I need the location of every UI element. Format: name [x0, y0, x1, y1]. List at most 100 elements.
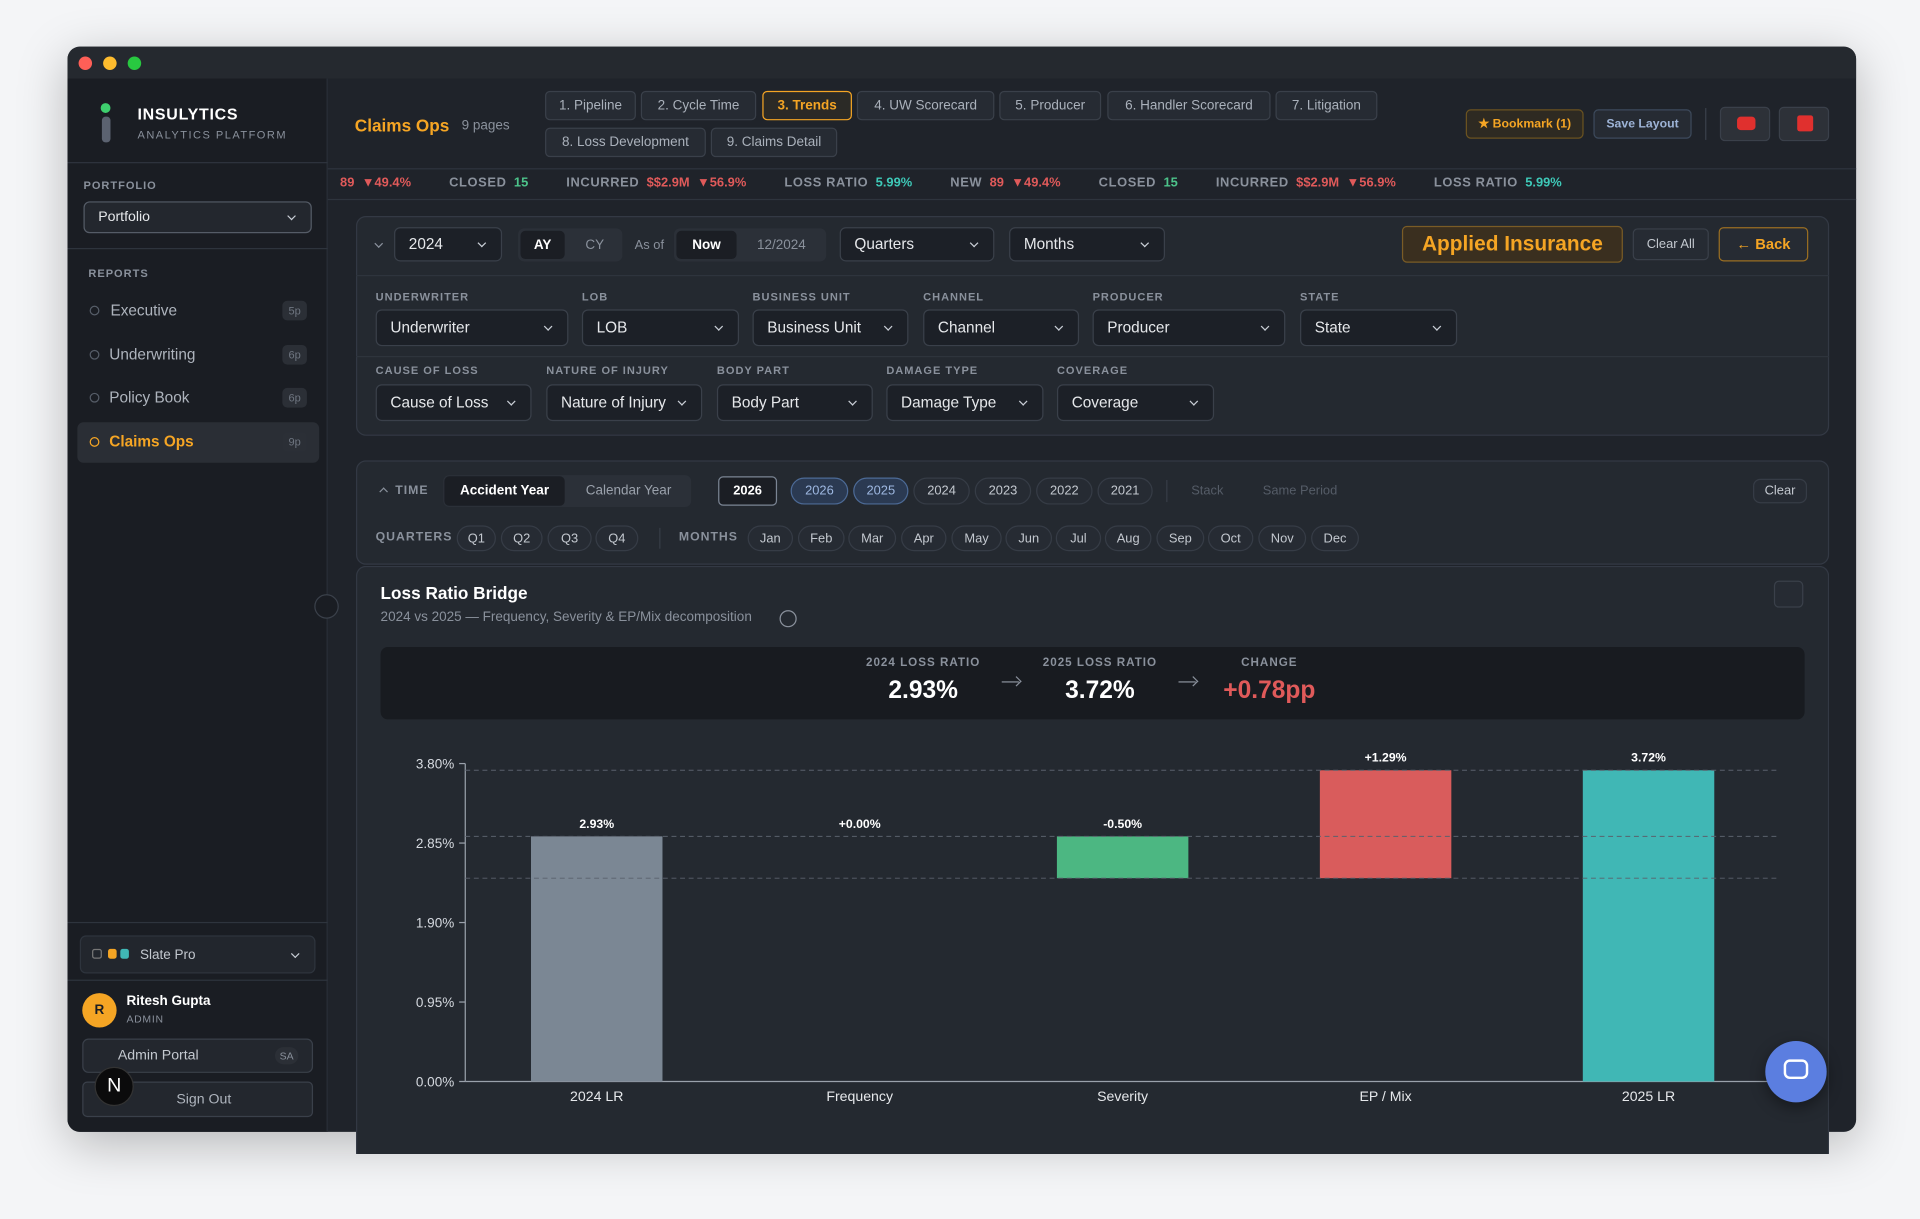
page-title: Claims Ops — [354, 115, 450, 135]
year-pill[interactable]: 2022 — [1036, 477, 1093, 505]
month-pill[interactable]: May — [951, 525, 1002, 552]
quarter-pill[interactable]: Q3 — [547, 525, 592, 552]
as-of-option[interactable]: 12/2024 — [756, 237, 806, 253]
divider — [67, 921, 328, 924]
report-tab[interactable]: 5. Producer — [999, 90, 1102, 121]
kpi-strip — [380, 646, 1805, 720]
collapse-button[interactable] — [314, 594, 339, 619]
quarters-label: QUARTERS — [375, 530, 453, 545]
theme-select[interactable]: Slate Pro — [79, 935, 316, 974]
filter-select[interactable]: Nature of Injury — [546, 384, 703, 422]
report-tab[interactable]: 8. Loss Development — [545, 127, 706, 158]
clear-all-button[interactable]: Clear All — [1632, 228, 1709, 261]
divider — [356, 274, 1830, 277]
filter-select[interactable]: Body Part — [716, 384, 873, 422]
report-tab[interactable]: 6. Handler Scorecard — [1107, 90, 1271, 121]
month-pill[interactable]: Sep — [1156, 525, 1205, 552]
month-pill[interactable]: Oct — [1207, 525, 1254, 552]
filter-select[interactable]: Underwriter — [375, 309, 569, 347]
year-pill[interactable]: 2026 — [718, 476, 778, 506]
same-period-toggle[interactable]: Same Period — [1262, 483, 1338, 499]
quarters-select[interactable]: Quarters — [839, 227, 995, 262]
ticker-value: 89 — [340, 175, 355, 191]
month-pill[interactable]: Jul — [1055, 525, 1102, 552]
company-button[interactable]: Applied Insurance — [1401, 225, 1623, 263]
report-icon — [89, 349, 100, 360]
report-tab[interactable]: 3. Trends — [762, 90, 852, 121]
x-tick-label: Severity — [1097, 1088, 1149, 1104]
save-layout-button[interactable]: Save Layout — [1593, 109, 1692, 139]
expand-button[interactable] — [1773, 580, 1804, 608]
filter-select[interactable]: State — [1300, 309, 1458, 347]
panel-title: Loss Ratio Bridge — [380, 583, 528, 603]
bookmark-button[interactable]: ★ Bookmark (1) — [1465, 109, 1584, 139]
ticker-value: 89 — [989, 175, 1004, 191]
report-tab[interactable]: 4. UW Scorecard — [856, 90, 995, 121]
dev-badge[interactable]: N — [94, 1066, 134, 1107]
filter-select[interactable]: Channel — [923, 309, 1080, 347]
chat-button[interactable] — [1765, 1041, 1827, 1103]
filter-select[interactable]: Business Unit — [752, 309, 909, 347]
avatar: R — [82, 993, 117, 1028]
year-pill[interactable]: 2023 — [974, 477, 1032, 505]
mode-option[interactable]: Accident Year — [444, 476, 565, 506]
x-tick-label: 2025 LR — [1622, 1088, 1675, 1104]
kpi-label: 2024 LOSS RATIO — [865, 656, 981, 670]
ticker-label: LOSS RATIO — [1433, 175, 1518, 191]
filter-select[interactable]: Damage Type — [886, 384, 1044, 422]
filter-label: UNDERWRITER — [375, 290, 470, 304]
month-pill[interactable]: Jun — [1005, 525, 1053, 552]
active-report-bg — [77, 422, 320, 463]
video-icon — [1737, 116, 1756, 131]
basis-option[interactable]: CY — [585, 237, 605, 253]
month-pill[interactable]: Dec — [1311, 525, 1359, 552]
month-pill[interactable]: Aug — [1104, 525, 1152, 552]
ticker-value: 15 — [513, 175, 529, 191]
stack-toggle[interactable]: Stack — [1191, 483, 1224, 499]
kpi-arrow — [1178, 681, 1196, 683]
filter-select[interactable]: Cause of Loss — [375, 384, 532, 422]
year-pill[interactable]: 2026 — [790, 477, 849, 505]
close-light[interactable] — [78, 56, 93, 70]
year-select[interactable]: 2024 — [394, 227, 503, 262]
portfolio-label: PORTFOLIO — [83, 179, 157, 192]
year-pill[interactable]: 2024 — [913, 477, 970, 505]
filter-select[interactable]: Producer — [1092, 309, 1286, 347]
portfolio-select[interactable]: Portfolio — [83, 201, 312, 234]
divider — [356, 356, 1830, 358]
quarter-pill[interactable]: Q4 — [595, 525, 639, 552]
quarter-pill[interactable]: Q1 — [456, 525, 496, 552]
basis-option[interactable]: AY — [520, 230, 565, 260]
year-pill[interactable]: 2021 — [1097, 477, 1153, 505]
report-tab[interactable]: 2. Cycle Time — [640, 90, 757, 121]
report-link[interactable]: Policy Book — [109, 388, 190, 407]
report-tab[interactable]: 7. Litigation — [1275, 90, 1378, 121]
months-select[interactable]: Months — [1009, 227, 1165, 262]
quarter-pill[interactable]: Q2 — [500, 525, 543, 552]
month-pill[interactable]: Apr — [901, 525, 947, 552]
filter-select[interactable]: Coverage — [1056, 384, 1215, 422]
mode-option[interactable]: Calendar Year — [585, 483, 672, 499]
minimize-light[interactable] — [103, 56, 117, 70]
zoom-light[interactable] — [127, 56, 142, 70]
ticker-change: ▼56.9% — [1346, 175, 1396, 191]
report-link[interactable]: Underwriting — [109, 345, 196, 364]
month-pill[interactable]: Jan — [747, 525, 794, 552]
year-pill[interactable]: 2025 — [853, 477, 909, 505]
report-tab[interactable]: 1. Pipeline — [545, 90, 636, 121]
report-tab[interactable]: 9. Claims Detail — [710, 127, 838, 158]
bar — [1056, 836, 1189, 879]
as-of-option[interactable]: Now — [676, 230, 737, 260]
back-button[interactable]: ← Back — [1718, 227, 1809, 262]
kpi-value: +0.78pp — [1223, 677, 1316, 705]
admin-badge: SA — [274, 1047, 299, 1065]
info-icon[interactable] — [779, 610, 797, 628]
filter-select[interactable]: LOB — [581, 309, 740, 347]
month-pill[interactable]: Feb — [797, 525, 845, 552]
report-link[interactable]: Claims Ops — [109, 433, 194, 451]
month-pill[interactable]: Nov — [1258, 525, 1307, 552]
time-clear-button[interactable]: Clear — [1753, 478, 1808, 504]
month-pill[interactable]: Mar — [848, 525, 897, 552]
report-link[interactable]: Executive — [110, 301, 178, 319]
